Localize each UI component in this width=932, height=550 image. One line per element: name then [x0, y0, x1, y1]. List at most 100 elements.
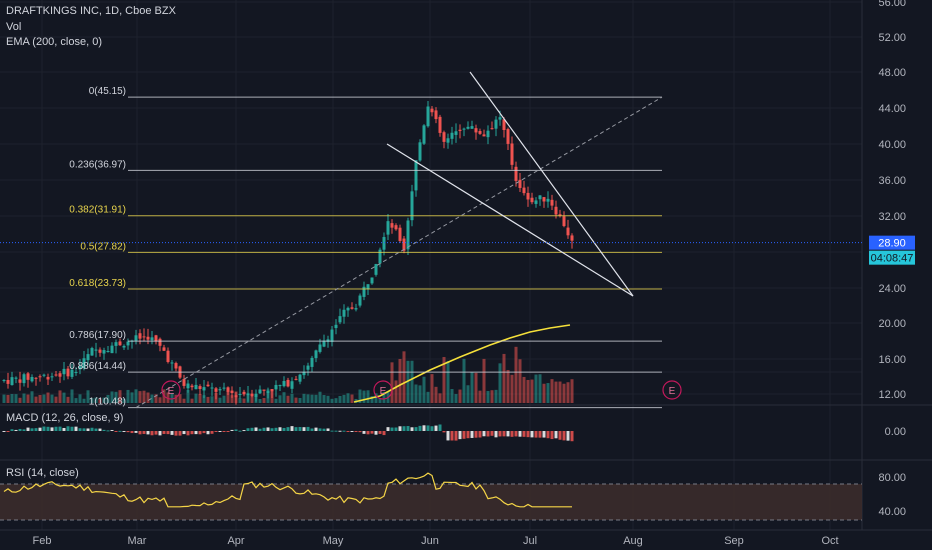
volume-bar: [514, 346, 518, 403]
ema-line: [353, 324, 571, 403]
candle-body: [74, 371, 78, 373]
volume-bar: [166, 392, 170, 403]
candle-body: [350, 307, 354, 309]
candle-body: [454, 131, 458, 135]
volume-bar: [374, 393, 378, 403]
candle-body: [138, 333, 142, 339]
price-tick: 56.00: [878, 0, 906, 9]
volume-bar: [426, 391, 430, 403]
macd-histogram-bar: [294, 427, 298, 431]
candle-body: [314, 350, 318, 359]
candle-body: [106, 351, 110, 353]
macd-histogram-bar: [398, 426, 402, 431]
macd-histogram-bar: [390, 427, 394, 431]
candle-body: [418, 142, 422, 161]
volume-bar: [114, 391, 118, 403]
earnings-marker-icon: [662, 380, 682, 400]
candle-body: [426, 106, 430, 127]
macd-histogram-bar: [102, 429, 106, 431]
macd-histogram-bar: [150, 431, 154, 436]
candle-body: [386, 221, 390, 235]
volume-bar: [74, 398, 78, 403]
last-price-value: 28.90: [878, 238, 906, 250]
volume-bar: [146, 392, 150, 403]
candle-body: [534, 200, 538, 204]
macd-histogram-bar: [282, 427, 286, 431]
volume-bar: [414, 384, 418, 403]
macd-histogram-bar: [522, 431, 526, 437]
macd-histogram-bar: [306, 426, 310, 431]
candle-body: [282, 381, 286, 387]
candle-body: [190, 385, 194, 388]
macd-histogram-bar: [230, 429, 234, 431]
macd-histogram-bar: [426, 425, 430, 431]
volume-bar: [518, 359, 522, 403]
volume-bar: [302, 393, 306, 403]
macd-histogram-bar: [190, 431, 194, 435]
volume-bar: [570, 379, 574, 403]
volume-bar: [218, 397, 222, 403]
macd-histogram-bar: [478, 431, 482, 438]
candle-body: [214, 388, 218, 392]
volume-bar: [554, 381, 558, 403]
macd-histogram-bar: [342, 430, 346, 432]
volume-bar: [474, 372, 478, 403]
candle-body: [566, 227, 570, 236]
macd-histogram-bar: [526, 431, 530, 438]
macd-histogram-bar: [514, 431, 518, 437]
macd-histogram-bar: [474, 431, 478, 438]
candle-body: [482, 134, 486, 137]
volume-bar: [138, 391, 142, 403]
volume-bar: [306, 394, 310, 403]
volume-bar: [2, 394, 6, 403]
volume-bar: [462, 358, 466, 403]
volume-bar: [246, 392, 250, 403]
volume-bar: [530, 379, 534, 403]
candle-body: [374, 264, 378, 275]
candle-body: [498, 117, 502, 120]
macd-histogram-bar: [130, 431, 134, 434]
volume-bar: [422, 376, 426, 403]
volume-bar: [510, 374, 514, 403]
macd-histogram-bar: [234, 429, 238, 431]
macd-histogram-bar: [134, 431, 138, 433]
candle-body: [358, 295, 362, 306]
macd-histogram-bar: [406, 426, 410, 431]
volume-bar: [450, 389, 454, 403]
candle-body: [154, 335, 158, 342]
macd-histogram-bar: [350, 431, 354, 432]
volume-bar: [434, 386, 438, 403]
volume-bar: [102, 397, 106, 403]
fib-level-label: 0.5(27.82): [80, 241, 126, 252]
macd-histogram-bar: [178, 431, 182, 436]
macd-histogram-bar: [126, 431, 130, 433]
candle-body: [134, 335, 138, 341]
time-label: Feb: [33, 535, 52, 547]
candle-body: [382, 237, 386, 250]
volume-bar: [314, 394, 318, 403]
earnings-marker-label: E: [168, 386, 175, 397]
candle-body: [274, 384, 278, 390]
macd-histogram-bar: [534, 431, 538, 438]
macd-histogram-bar: [462, 431, 466, 439]
volume-bar: [238, 398, 242, 403]
candle-body: [82, 358, 86, 369]
volume-bar: [458, 389, 462, 403]
macd-histogram-bar: [146, 431, 150, 435]
macd-histogram-bar: [438, 424, 442, 431]
candle-body: [490, 128, 494, 130]
macd-histogram-bar: [270, 428, 274, 431]
candle-body: [34, 377, 38, 379]
macd-histogram-bar: [86, 428, 90, 431]
volume-bar: [142, 390, 146, 403]
fib-level-label: 0.236(36.97): [69, 159, 126, 170]
candle-body: [26, 373, 30, 380]
macd-histogram-bar: [570, 431, 574, 442]
macd-histogram-bar: [330, 430, 334, 432]
macd-histogram-bar: [78, 428, 82, 431]
macd-histogram-bar: [366, 431, 370, 435]
candle-body: [330, 329, 334, 342]
macd-histogram-bar: [154, 431, 158, 435]
candle-body: [538, 195, 542, 200]
